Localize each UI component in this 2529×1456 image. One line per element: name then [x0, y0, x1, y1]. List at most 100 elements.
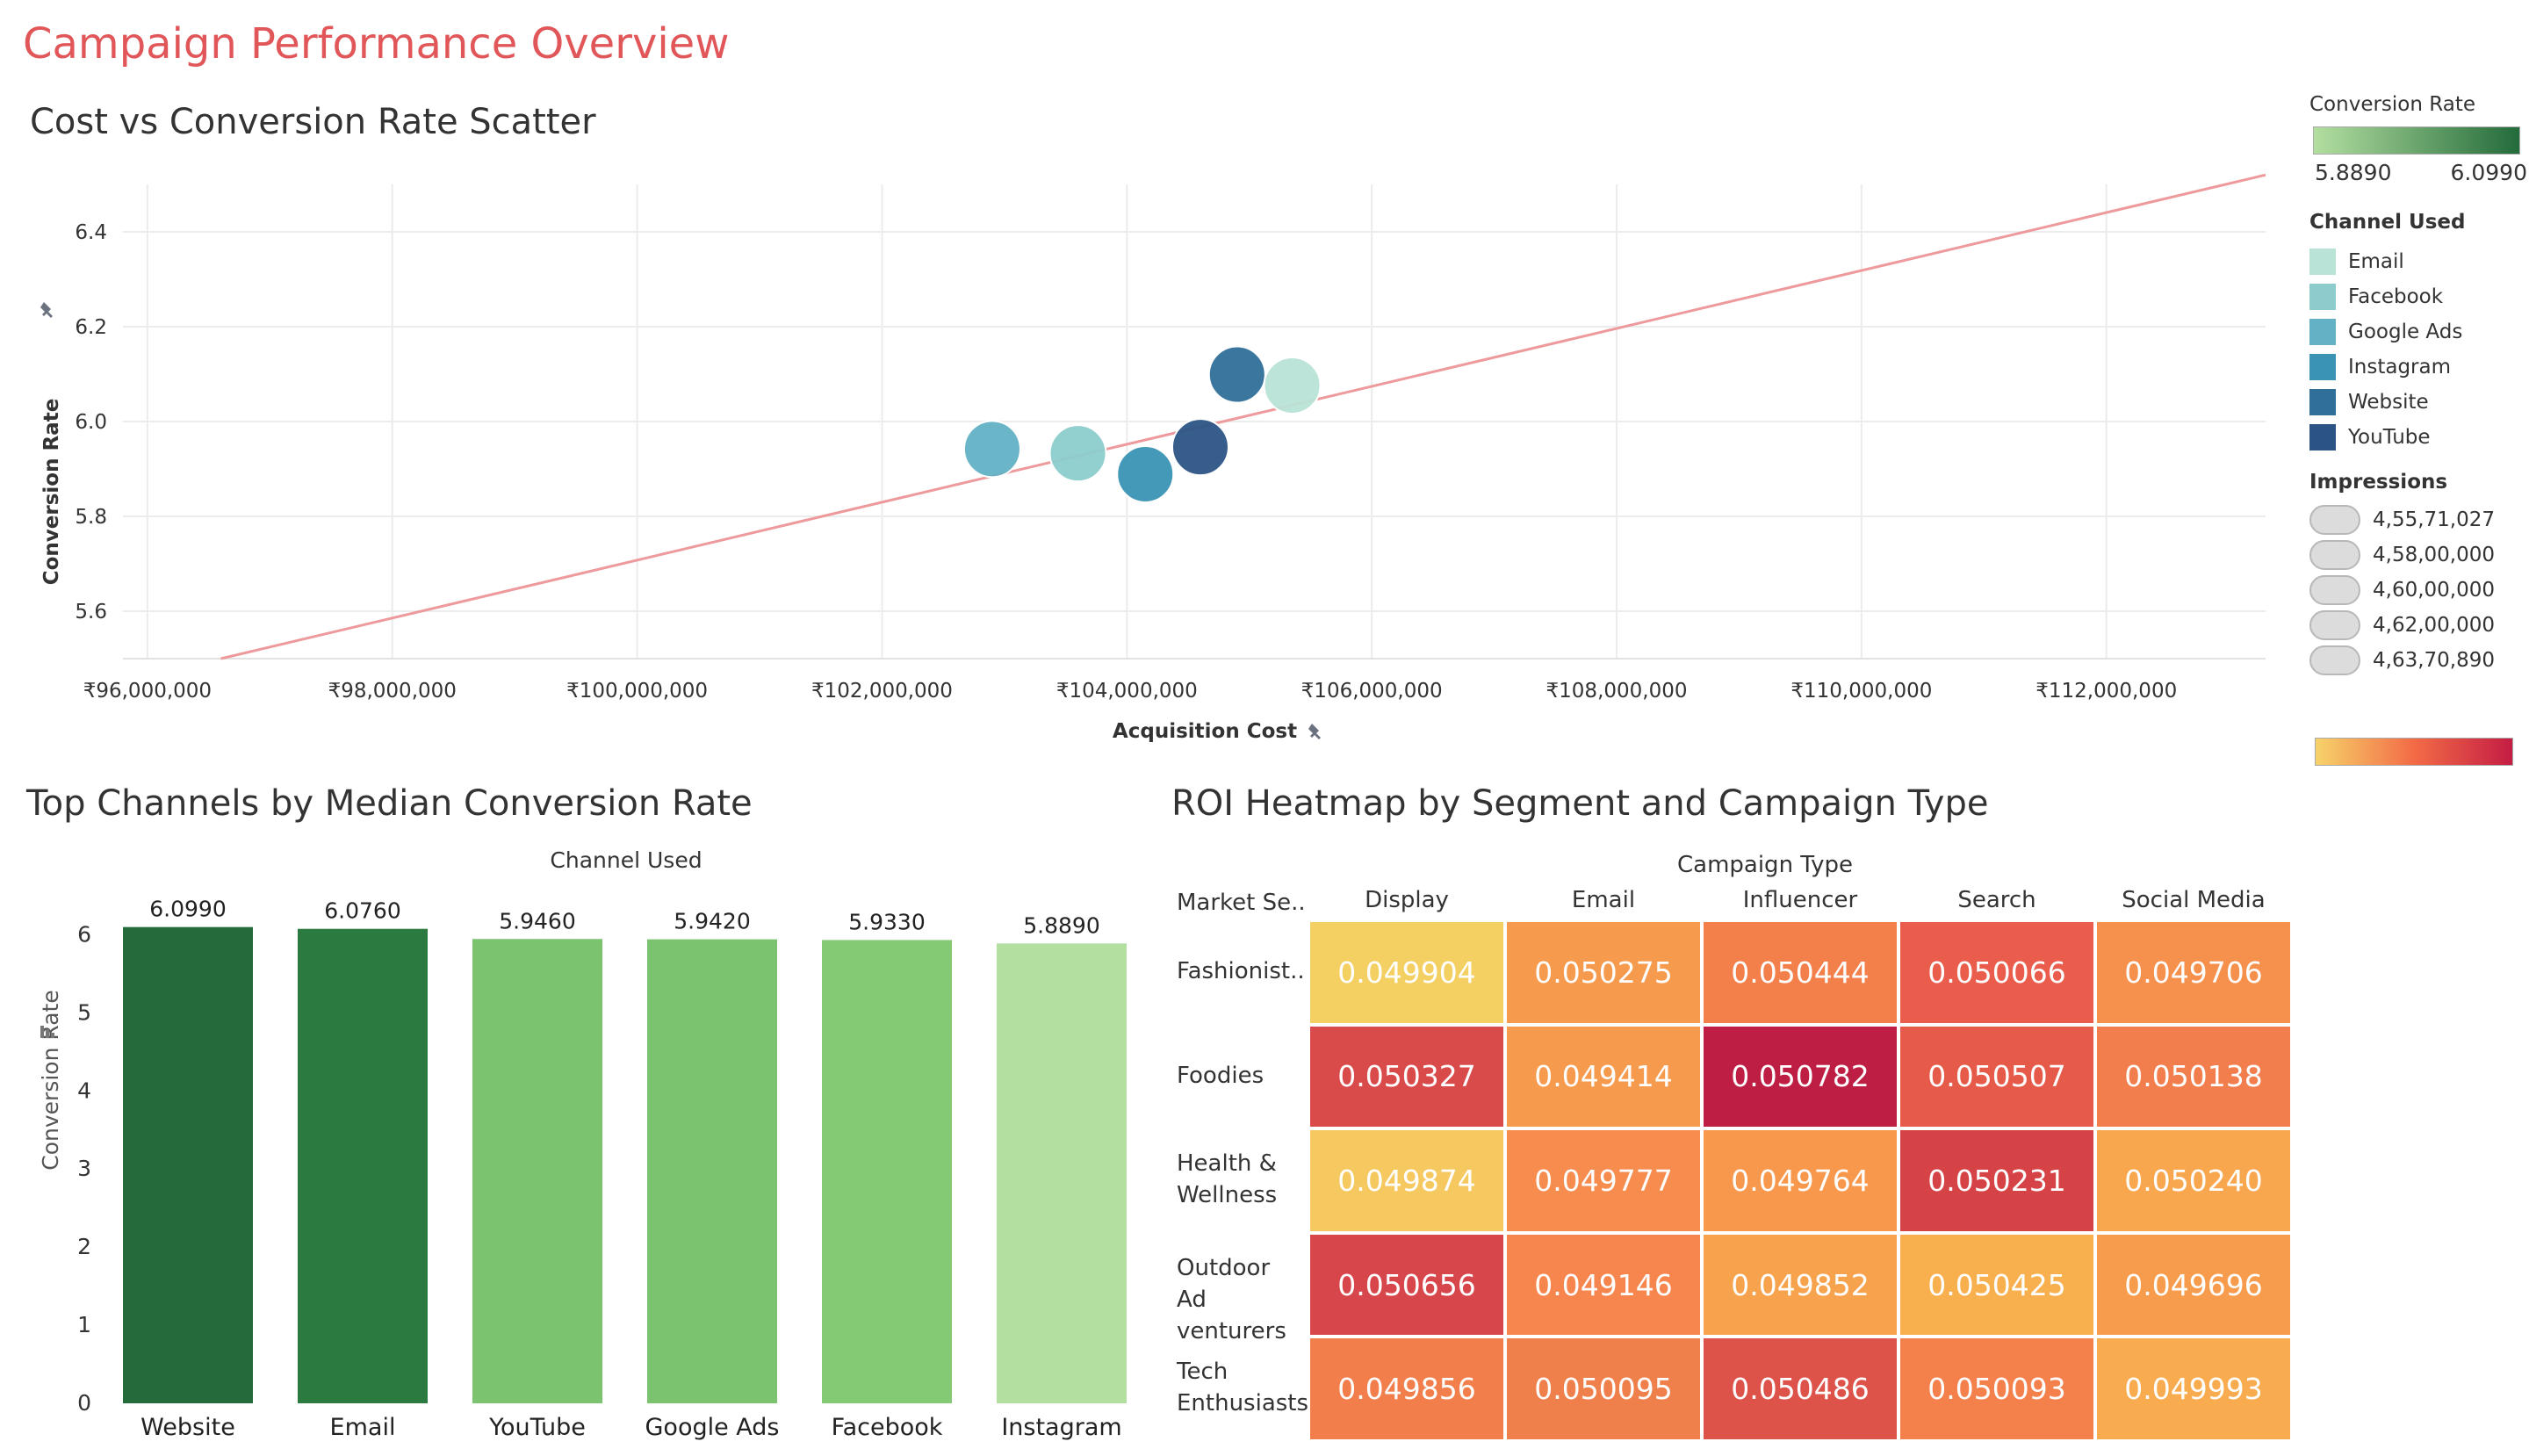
scatter-y-label: Conversion Rate [40, 399, 63, 586]
heatmap-cell[interactable]: 0.049904 [1308, 920, 1505, 1025]
scatter-y-tick: 6.2 [75, 316, 107, 339]
scatter-point-google-ads[interactable] [962, 420, 1021, 479]
scatter-point-instagram[interactable] [1116, 444, 1175, 503]
bar-email[interactable] [298, 928, 428, 1403]
channel-legend-label: Email [2348, 250, 2404, 273]
channel-legend-item[interactable]: Google Ads [2309, 314, 2529, 350]
channel-swatch [2309, 424, 2336, 450]
x-pin-icon[interactable] [1308, 724, 1321, 739]
bar-facebook[interactable] [822, 940, 952, 1403]
heatmap-cell[interactable]: 0.049993 [2095, 1337, 2292, 1441]
scatter-point-website[interactable] [1207, 345, 1266, 404]
heatmap-row-label: Outdoor Ad venturers [1177, 1254, 1286, 1344]
bar-value-label: 5.9460 [499, 908, 575, 933]
impressions-legend-label: 4,58,00,000 [2373, 544, 2495, 566]
channel-legend-item[interactable]: Email [2309, 244, 2529, 279]
y-pin-icon[interactable] [40, 302, 53, 318]
impressions-legend-item[interactable]: 4,62,00,000 [2309, 608, 2529, 643]
channel-swatch [2309, 249, 2336, 275]
heatmap-cell[interactable]: 0.050507 [1899, 1024, 2095, 1129]
heatmap-cell[interactable]: 0.050782 [1702, 1024, 1899, 1129]
heatmap-cell[interactable]: 0.050240 [2095, 1128, 2292, 1233]
bar-categories: Website Email YouTube Google Ads Facebook Ins… [140, 1414, 1122, 1441]
bar-chart-title: Top Channels by Median Conversion Rate [26, 783, 753, 824]
scatter-x-ticks: ₹96,000,000 ₹98,000,000 ₹100,000,000 ₹102,0… [83, 680, 2178, 703]
heatmap-cell[interactable]: 0.049706 [2095, 920, 2292, 1025]
heatmap-col-label: Social Media [2122, 887, 2266, 913]
impressions-legend[interactable]: Impressions 4,55,71,027 4,58,00,000 4,60,0… [2309, 471, 2529, 678]
scatter-point-youtube[interactable] [1171, 418, 1229, 477]
sort-icon[interactable] [40, 1026, 54, 1038]
channel-legend[interactable]: Channel Used Email Facebook Google Ads Inst… [2309, 211, 2529, 455]
heatmap-cell[interactable]: 0.050486 [1702, 1337, 1899, 1441]
bar-value-label: 5.9330 [848, 909, 925, 934]
heatmap-cell[interactable]: 0.049874 [1308, 1128, 1505, 1233]
heatmap-cell[interactable]: 0.049777 [1505, 1128, 1702, 1233]
impressions-legend-title: Impressions [2309, 471, 2448, 494]
heatmap-cell[interactable]: 0.050656 [1308, 1232, 1505, 1337]
roi-heatmap[interactable]: Campaign Type Market Se.. Display Email In… [1168, 843, 2309, 1449]
channel-legend-title: Channel Used [2309, 211, 2466, 234]
heatmap-cell[interactable]: 0.050444 [1702, 920, 1899, 1025]
heatmap-col-header-text: Campaign Type [1676, 852, 1854, 878]
channel-legend-item[interactable]: Website [2309, 385, 2529, 420]
scatter-x-tick: ₹98,000,000 [328, 680, 457, 703]
channel-legend-label: Facebook [2348, 285, 2444, 308]
bar-category-label: Email [330, 1414, 396, 1441]
heatmap-cell[interactable]: 0.050275 [1505, 920, 1702, 1025]
channel-swatch [2309, 389, 2336, 415]
dashboard-title: Campaign Performance Overview [23, 19, 730, 68]
bar-y-tick: 6 [77, 921, 91, 947]
heatmap-cell[interactable]: 0.049146 [1505, 1232, 1702, 1337]
bar-value-labels: 6.0990 6.0760 5.9460 5.9420 5.9330 5.8890 [149, 897, 1099, 939]
scatter-title: Cost vs Conversion Rate Scatter [30, 102, 596, 142]
bar-category-label: Instagram [1001, 1414, 1121, 1441]
conversion-rate-legend-title: Conversion Rate [2309, 93, 2475, 116]
heatmap-col-label: Search [1957, 887, 2036, 913]
bar-youtube[interactable] [472, 939, 602, 1403]
heatmap-cell[interactable]: 0.050327 [1308, 1024, 1505, 1129]
channel-legend-item[interactable]: YouTube [2309, 420, 2529, 455]
bar-website[interactable] [123, 926, 253, 1403]
heatmap-col-label: Influencer [1742, 887, 1858, 913]
impressions-legend-item[interactable]: 4,58,00,000 [2309, 537, 2529, 573]
heatmap-cell[interactable]: 0.049852 [1702, 1232, 1899, 1337]
impressions-legend-label: 4,62,00,000 [2373, 614, 2495, 637]
bar-google-ads[interactable] [647, 939, 777, 1403]
heatmap-cell[interactable]: 0.050231 [1899, 1128, 2095, 1233]
scatter-y-tick: 6.4 [75, 221, 107, 244]
bar-chart[interactable]: Channel Used 0 1 2 3 4 5 6 6.0990 6.0760 5.9460 5… [0, 843, 1159, 1456]
scatter-y-tick: 5.8 [75, 506, 107, 529]
impressions-legend-item[interactable]: 4,55,71,027 [2309, 502, 2529, 537]
channel-swatch [2309, 354, 2336, 380]
heatmap-cell[interactable]: 0.049696 [2095, 1232, 2292, 1337]
bar-y-tick: 2 [77, 1234, 91, 1259]
heatmap-cell[interactable]: 0.049414 [1505, 1024, 1702, 1129]
scatter-point-email[interactable] [1263, 356, 1322, 414]
impressions-legend-item[interactable]: 4,60,00,000 [2309, 573, 2529, 608]
bar-instagram[interactable] [997, 943, 1127, 1403]
heatmap-cell[interactable]: 0.049764 [1702, 1128, 1899, 1233]
channel-legend-label: YouTube [2348, 426, 2431, 449]
impressions-legend-item[interactable]: 4,63,70,890 [2309, 643, 2529, 678]
size-oval-icon [2309, 505, 2360, 535]
bar-value-label: 5.9420 [674, 909, 750, 934]
heatmap-cell[interactable]: 0.050093 [1899, 1337, 2095, 1441]
scatter-x-tick: ₹96,000,000 [83, 680, 212, 703]
conversion-rate-gradient [2313, 126, 2520, 155]
trend-line[interactable] [220, 173, 2266, 660]
size-oval-icon [2309, 610, 2360, 640]
bar-y-tick: 0 [77, 1390, 91, 1416]
bar-category-label: Website [140, 1414, 235, 1441]
channel-legend-item[interactable]: Instagram [2309, 350, 2529, 385]
channel-swatch [2309, 284, 2336, 310]
heatmap-cell[interactable]: 0.049856 [1308, 1337, 1505, 1441]
heatmap-cell[interactable]: 0.050066 [1899, 920, 2095, 1025]
heatmap-cell[interactable]: 0.050425 [1899, 1232, 2095, 1337]
scatter-plot[interactable]: ₹96,000,000 ₹98,000,000 ₹100,000,000 ₹102,0… [0, 158, 2301, 755]
heatmap-cell[interactable]: 0.050095 [1505, 1337, 1702, 1441]
heatmap-cell[interactable]: 0.050138 [2095, 1024, 2292, 1129]
scatter-point-facebook[interactable] [1048, 424, 1107, 483]
channel-legend-item[interactable]: Facebook [2309, 279, 2529, 314]
scatter-points [962, 345, 1322, 503]
